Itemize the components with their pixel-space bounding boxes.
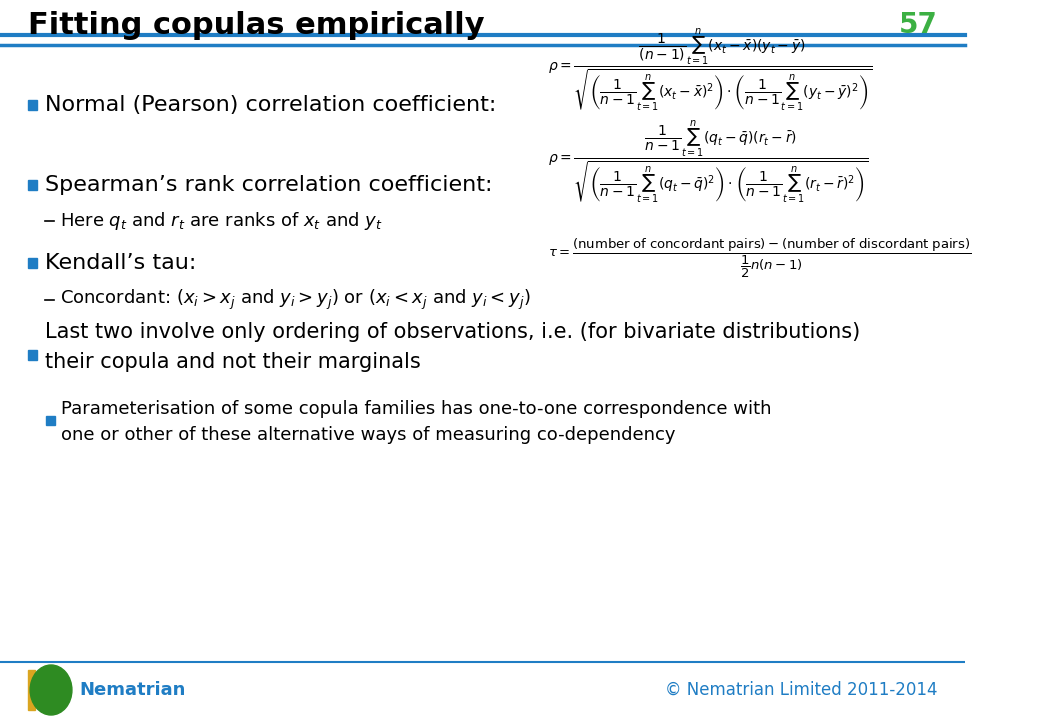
Text: Last two involve only ordering of observations, i.e. (for bivariate distribution: Last two involve only ordering of observ…: [45, 323, 860, 372]
Bar: [28, 180, 37, 190]
Text: Concordant: $(x_i > x_j$ and $y_i > y_j)$ or $(x_i < x_j$ and $y_i < y_j)$: Concordant: $(x_i > x_j$ and $y_i > y_j)…: [60, 288, 531, 312]
Bar: [47, 416, 55, 425]
Bar: [28, 100, 37, 110]
Bar: [28, 350, 37, 360]
Text: © Nematrian Limited 2011-2014: © Nematrian Limited 2011-2014: [665, 681, 937, 699]
Text: Fitting copulas empirically: Fitting copulas empirically: [28, 11, 485, 40]
Bar: [28, 670, 35, 710]
Text: Kendall’s tau:: Kendall’s tau:: [45, 253, 196, 273]
Text: Spearman’s rank correlation coefficient:: Spearman’s rank correlation coefficient:: [45, 175, 492, 195]
Text: $\rho = \dfrac{\dfrac{1}{(n-1)}\sum_{t=1}^{n}(x_t - \bar{x})(y_t - \bar{y})}{\sq: $\rho = \dfrac{\dfrac{1}{(n-1)}\sum_{t=1…: [548, 27, 873, 113]
Ellipse shape: [30, 665, 72, 715]
Text: $\tau = \dfrac{(\mathrm{number\;of\;concordant\;pairs}) - (\mathrm{number\;of\;d: $\tau = \dfrac{(\mathrm{number\;of\;conc…: [548, 236, 971, 279]
Bar: [28, 258, 37, 268]
Text: Parameterisation of some copula families has one-to-one correspondence with
one : Parameterisation of some copula families…: [61, 400, 772, 444]
Text: Here $q_t$ and $r_t$ are ranks of $x_t$ and $y_t$: Here $q_t$ and $r_t$ are ranks of $x_t$ …: [60, 210, 383, 232]
Text: Nematrian: Nematrian: [79, 681, 185, 699]
Text: 57: 57: [899, 11, 937, 39]
Text: Normal (Pearson) correlation coefficient:: Normal (Pearson) correlation coefficient…: [45, 95, 496, 115]
Text: $\rho = \dfrac{\dfrac{1}{n-1}\sum_{t=1}^{n}(q_t - \bar{q})(r_t - \bar{r})}{\sqrt: $\rho = \dfrac{\dfrac{1}{n-1}\sum_{t=1}^…: [548, 119, 868, 205]
